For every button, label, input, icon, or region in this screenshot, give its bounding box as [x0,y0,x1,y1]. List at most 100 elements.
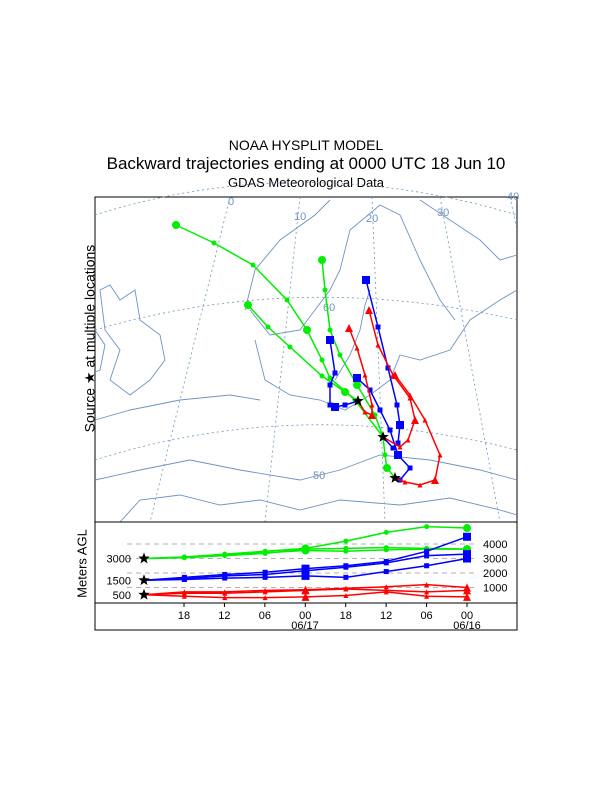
source-height-label: 500 [113,590,131,602]
triangle-marker [222,590,228,596]
circle-marker [327,327,333,333]
x-tick-label: 12 [380,610,392,622]
graticule [94,182,518,523]
source-star-icon [138,552,150,564]
triangle-marker [407,395,413,401]
circle-marker [262,550,268,556]
triangle-marker [437,452,443,458]
plot-title: NOAA HYSPLIT MODEL [228,137,384,153]
lon-label: 0 [228,196,234,208]
square-marker [424,553,430,559]
square-marker [424,548,430,554]
triangle-marker [301,592,310,601]
triangle-marker [362,372,368,378]
triangle-marker [424,593,430,599]
height-frame [94,521,518,631]
source-star-icon [138,574,150,586]
triangle-marker [405,437,411,443]
square-marker [262,571,268,577]
data-source: GDAS Meteorological Data [227,175,385,190]
square-marker [390,445,396,451]
right-tick-label: 2000 [483,568,507,580]
trajectory-line [368,309,416,448]
square-marker [332,370,338,376]
x-tick-label: 00 [299,610,311,622]
triangle-marker [407,392,413,398]
square-marker [343,564,349,570]
height-series [143,524,471,601]
square-marker [387,427,393,433]
triangle-marker [365,306,373,314]
triangle-marker [397,444,403,450]
trajectory [362,276,404,451]
square-marker [362,276,370,284]
circle-marker [383,529,389,535]
height-series-blue-3 [143,554,471,583]
height-series-red-3 [143,589,471,601]
trajectory [353,374,413,483]
circle-marker [222,553,228,559]
triangle-marker [369,402,375,408]
circle-marker [172,221,180,229]
trajectory-line [394,374,441,486]
square-marker [342,402,348,408]
source-star-icon [138,588,150,600]
plot-subtitle: Backward trajectories ending at 0000 UTC… [106,154,506,173]
triangle-marker [463,592,471,601]
x-tick-label: 18 [178,610,190,622]
triangle-marker [402,479,408,485]
square-marker [463,554,471,563]
triangle-marker [417,482,423,488]
square-marker [463,532,471,541]
circle-marker [181,555,187,561]
triangle-marker [431,476,439,484]
circle-marker [318,256,326,264]
square-marker [367,387,373,393]
triangle-marker [345,324,353,332]
circle-marker [265,324,271,330]
square-marker [301,566,310,575]
trajectory [391,371,443,488]
triangle-marker [343,592,349,598]
square-marker [343,574,349,580]
right-tick-label: 1000 [483,583,507,595]
square-marker [385,365,391,371]
x-tick-label: 06 [420,610,432,622]
square-marker [383,569,389,575]
triangle-marker [181,590,187,596]
height-labels: 4000 3000 2000 1000 3000 1500 500 18 12 06 00 18 12 0… [107,539,508,632]
source-star-icon [389,472,401,483]
square-marker [301,571,310,580]
circle-marker [343,538,349,544]
square-marker [327,382,333,388]
square-marker [394,451,402,459]
lon-label: 20 [366,213,378,225]
lon-label: 30 [437,207,449,219]
triangle-marker [181,593,187,599]
triangle-marker [343,586,349,592]
circle-marker [211,240,217,246]
trajectory [244,301,359,402]
square-marker [383,560,389,566]
square-marker [395,440,401,446]
source-star-icon [377,431,389,442]
square-marker [463,550,471,559]
circle-marker [287,344,293,350]
circle-marker [337,352,343,358]
triangle-marker [424,582,430,588]
square-marker [262,574,268,580]
right-tick-label: 4000 [483,539,507,551]
height-panel: 4000 3000 2000 1000 3000 1500 500 18 12 06 00 18 12 0… [94,521,518,632]
square-marker [396,421,404,429]
triangle-marker [391,371,399,379]
triangle-marker [301,586,310,595]
square-marker [222,575,228,581]
square-marker [353,374,361,382]
source-star-icon [352,395,364,406]
circle-marker [244,301,252,309]
circle-marker [303,326,311,334]
x-tick-label: 12 [218,610,230,622]
triangle-marker [354,345,360,351]
date-label: 06/16 [453,620,481,632]
